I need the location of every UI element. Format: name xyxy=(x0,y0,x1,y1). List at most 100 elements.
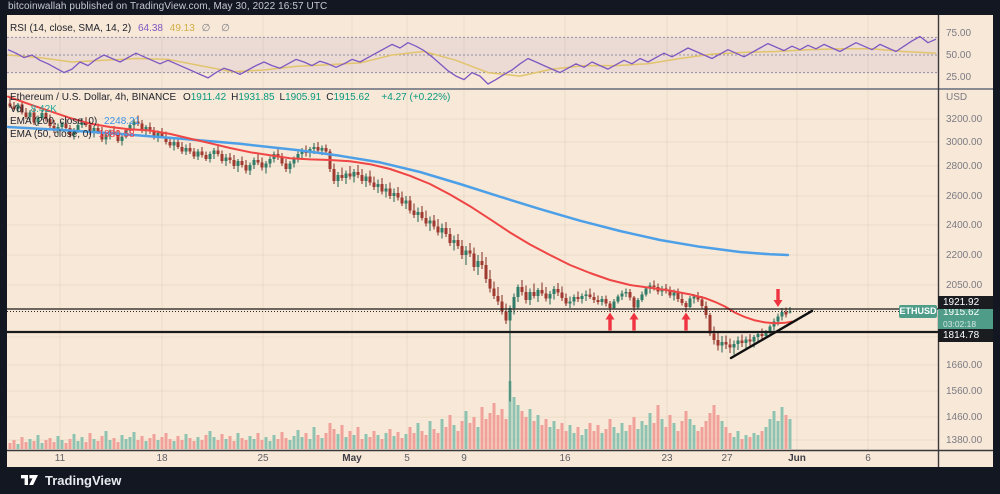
volume-bar xyxy=(312,427,316,449)
volume-bar xyxy=(24,442,28,449)
candle-body xyxy=(496,295,500,302)
candle-body xyxy=(284,163,288,169)
candle-body xyxy=(536,290,540,296)
volume-bar xyxy=(464,411,468,449)
ohlc-value: 1911.42 xyxy=(190,92,227,103)
volume-bar xyxy=(80,437,84,449)
volume-bar xyxy=(576,427,580,449)
volume-bar xyxy=(384,433,388,449)
volume-bar xyxy=(288,440,292,449)
volume-label: Vol xyxy=(10,104,24,115)
candle-body xyxy=(676,292,680,300)
candle-body xyxy=(532,292,536,296)
candle-body xyxy=(644,288,648,295)
volume-bar xyxy=(156,440,160,449)
volume-bar xyxy=(772,411,776,449)
volume-bar xyxy=(448,415,452,449)
tradingview-brand-text[interactable]: TradingView xyxy=(45,473,122,488)
volume-legend[interactable]: Vol 8.42K xyxy=(10,104,61,115)
candle-body xyxy=(572,297,576,302)
candle-body xyxy=(196,151,200,157)
rsi-legend[interactable]: RSI (14, close, SMA, 14, 2) 64.38 49.13 … xyxy=(10,23,238,34)
time-axis[interactable]: 11 18 25 May 5 9 16 23 27 Jun 6 xyxy=(7,450,938,467)
symbol-legend[interactable]: Ethereum / U.S. Dollar, 4h, BINANCE O191… xyxy=(10,92,454,103)
candle-body xyxy=(476,261,480,267)
candle-body xyxy=(448,234,452,243)
candle-body xyxy=(12,106,16,109)
volume-bar xyxy=(88,433,92,449)
candle-body xyxy=(428,220,432,224)
candle-body xyxy=(88,124,92,133)
candle-body xyxy=(520,287,524,293)
candle-body xyxy=(40,112,44,118)
candle-body xyxy=(560,292,564,299)
candle-body xyxy=(212,150,216,154)
volume-bar xyxy=(40,443,44,449)
candle-body xyxy=(740,340,744,344)
candle-body xyxy=(344,173,348,178)
volume-bar xyxy=(276,439,280,449)
candle-body xyxy=(596,299,600,302)
volume-bar xyxy=(68,439,72,449)
tradingview-logo-icon[interactable] xyxy=(21,474,38,487)
volume-bar xyxy=(564,431,568,449)
volume-bar xyxy=(152,434,156,449)
down-arrow-icon xyxy=(773,289,783,307)
price-tick-label: 50.00 xyxy=(946,49,972,61)
candle-body xyxy=(732,344,736,348)
ema200-legend[interactable]: EMA (200, close, 0) 2248.21 xyxy=(10,116,144,127)
candle-body xyxy=(440,228,444,233)
candle-body xyxy=(292,158,296,164)
resistance-price-label: 1921.92 xyxy=(938,296,993,309)
volume-bar xyxy=(304,433,308,449)
candle-body xyxy=(184,148,188,152)
volume-series xyxy=(8,381,792,449)
ema50-legend[interactable]: EMA (50, close, 0) 1880.58 xyxy=(10,129,139,140)
price-tick-label: 2600.00 xyxy=(946,190,983,202)
volume-bar xyxy=(676,431,680,449)
volume-bar xyxy=(388,429,392,449)
volume-bar xyxy=(108,440,112,449)
candle-body xyxy=(208,154,212,159)
candle-body xyxy=(488,279,492,289)
volume-value: 8.42K xyxy=(30,104,57,115)
volume-bar xyxy=(444,427,448,449)
volume-bar xyxy=(664,427,668,449)
volume-bar xyxy=(176,436,180,449)
candle-body xyxy=(712,333,716,340)
volume-bar xyxy=(356,427,360,449)
candle-body xyxy=(528,292,532,300)
volume-bar xyxy=(160,437,164,449)
candle-body xyxy=(700,299,704,306)
volume-bar xyxy=(548,427,552,449)
volume-bar xyxy=(204,435,208,449)
volume-bar xyxy=(700,427,704,449)
candle-body xyxy=(516,287,520,298)
volume-bar xyxy=(36,435,40,449)
volume-bar xyxy=(72,434,76,449)
candle-body xyxy=(28,112,32,117)
candle-body xyxy=(552,289,556,294)
volume-bar xyxy=(400,438,404,449)
volume-bar xyxy=(264,437,268,449)
candle-body xyxy=(444,228,448,234)
volume-bar xyxy=(52,442,56,449)
volume-bar xyxy=(492,403,496,449)
volume-bar xyxy=(292,436,296,449)
volume-bar xyxy=(224,439,228,449)
volume-bar xyxy=(364,434,368,449)
attribution-text: bitcoinwallah published on TradingView.c… xyxy=(8,1,328,12)
price-scale[interactable]: USD 1921.92 1915.62 03:02:18 1814.78 75.… xyxy=(938,15,993,467)
candle-body xyxy=(540,290,544,294)
volume-bar xyxy=(404,434,408,449)
volume-bar xyxy=(116,442,120,449)
volume-bar xyxy=(488,413,492,449)
volume-bar xyxy=(732,437,736,449)
candle-body xyxy=(60,123,64,128)
volume-bar xyxy=(684,411,688,449)
symbol-title: Ethereum / U.S. Dollar, 4h, BINANCE xyxy=(10,92,177,103)
volume-bar xyxy=(716,415,720,449)
volume-bar xyxy=(616,433,620,449)
candle-body xyxy=(508,307,512,321)
